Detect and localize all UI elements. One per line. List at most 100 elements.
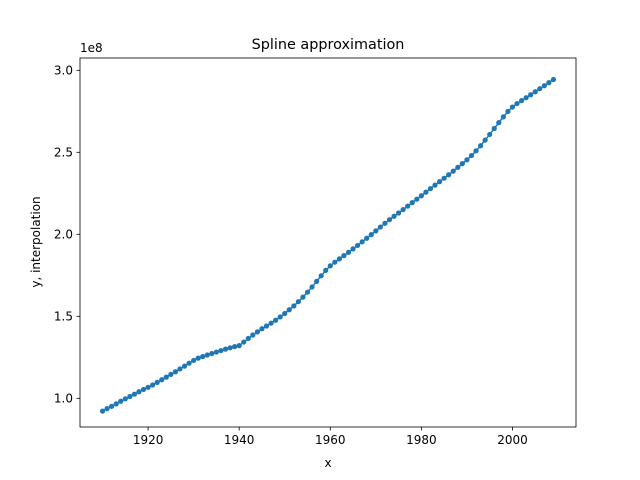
data-point: [200, 353, 206, 360]
data-point: [122, 396, 128, 402]
data-point: [191, 357, 197, 364]
data-point: [99, 408, 106, 414]
data-point: [537, 86, 543, 92]
data-point: [528, 92, 534, 98]
data-point: [181, 363, 188, 369]
data-point: [473, 148, 479, 154]
data-point: [436, 179, 443, 185]
data-point: [482, 137, 488, 143]
data-point: [514, 100, 520, 107]
data-point: [541, 83, 547, 89]
data-point: [109, 403, 115, 409]
chart-title: Spline approximation: [252, 37, 405, 53]
data-point: [459, 161, 465, 167]
data-point: [368, 232, 374, 238]
data-point: [186, 360, 192, 366]
data-point: [236, 343, 242, 349]
y-tick-label: 1.5: [54, 310, 73, 324]
data-point: [300, 294, 306, 300]
data-point: [295, 299, 301, 305]
data-point: [136, 389, 142, 395]
data-point: [345, 249, 352, 255]
data-point: [550, 76, 557, 83]
data-point: [277, 314, 283, 320]
data-point: [518, 98, 525, 104]
data-point: [427, 185, 434, 192]
data-point: [327, 263, 333, 269]
x-axis-title: x: [324, 456, 331, 470]
data-point: [254, 329, 260, 335]
data-point: [468, 152, 475, 159]
data-point: [450, 168, 456, 174]
x-tick-label: 1920: [133, 433, 164, 447]
data-point: [532, 89, 538, 95]
data-point: [500, 114, 506, 120]
data-point: [140, 386, 147, 393]
data-point: [268, 320, 274, 326]
data-point: [487, 131, 493, 138]
data-point: [113, 401, 119, 407]
data-point: [382, 220, 388, 226]
data-point: [154, 379, 160, 385]
data-point: [209, 350, 215, 357]
x-tick-label: 2000: [497, 433, 528, 447]
data-point: [509, 104, 516, 110]
data-point: [336, 256, 342, 262]
data-point: [309, 284, 315, 290]
data-point: [222, 346, 229, 352]
y-offset-label: 1e8: [80, 41, 103, 55]
data-point: [195, 355, 201, 361]
data-point: [477, 143, 484, 149]
plot-area: 1920 1940 1960 1980 2000 1.0 1.5 2.0 2.5 3.0: [54, 57, 577, 447]
data-point: [464, 157, 470, 163]
data-point: [273, 317, 279, 323]
data-point: [291, 303, 297, 309]
data-point: [204, 352, 210, 358]
data-point: [341, 253, 347, 259]
data-point: [259, 326, 265, 332]
data-point: [314, 278, 320, 284]
data-point: [127, 393, 133, 400]
data-point: [227, 345, 233, 351]
data-point: [446, 172, 452, 178]
data-point: [159, 377, 165, 383]
data-point: [131, 391, 138, 397]
data-point: [396, 210, 402, 216]
data-point: [263, 323, 270, 329]
y-tick-label: 1.0: [54, 392, 73, 406]
y-tick-label: 2.5: [54, 146, 73, 160]
data-point: [150, 382, 156, 388]
data-point: [364, 235, 370, 241]
data-point: [405, 203, 411, 209]
data-point: [455, 164, 461, 170]
data-point: [373, 228, 379, 234]
data-point: [118, 398, 124, 404]
data-point: [546, 80, 552, 86]
data-point: [491, 125, 497, 132]
data-point: [409, 200, 415, 206]
data-point: [163, 374, 169, 380]
data-point: [172, 369, 179, 375]
data-point: [232, 344, 238, 350]
data-point: [432, 182, 438, 188]
data-point: [245, 335, 251, 342]
data-point: [523, 95, 529, 101]
data-point: [318, 273, 324, 279]
data-point: [323, 267, 329, 273]
data-point: [213, 349, 220, 355]
y-tick-label: 3.0: [54, 64, 73, 78]
data-point: [505, 108, 511, 115]
data-point: [377, 224, 383, 230]
x-tick-label: 1940: [224, 433, 255, 447]
data-point: [359, 239, 365, 245]
data-point: [104, 406, 110, 412]
data-point: [496, 120, 502, 126]
axes-frame: [79, 57, 577, 428]
x-tick-label: 1980: [406, 433, 437, 447]
data-point: [250, 332, 256, 338]
data-point: [282, 310, 288, 317]
y-tick-label: 2.0: [54, 228, 73, 242]
data-point: [400, 206, 406, 213]
data-point: [218, 347, 224, 354]
